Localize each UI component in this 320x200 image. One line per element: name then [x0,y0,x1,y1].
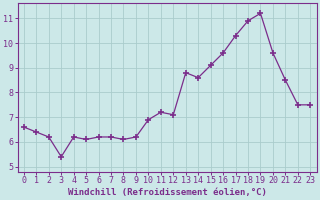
X-axis label: Windchill (Refroidissement éolien,°C): Windchill (Refroidissement éolien,°C) [68,188,267,197]
